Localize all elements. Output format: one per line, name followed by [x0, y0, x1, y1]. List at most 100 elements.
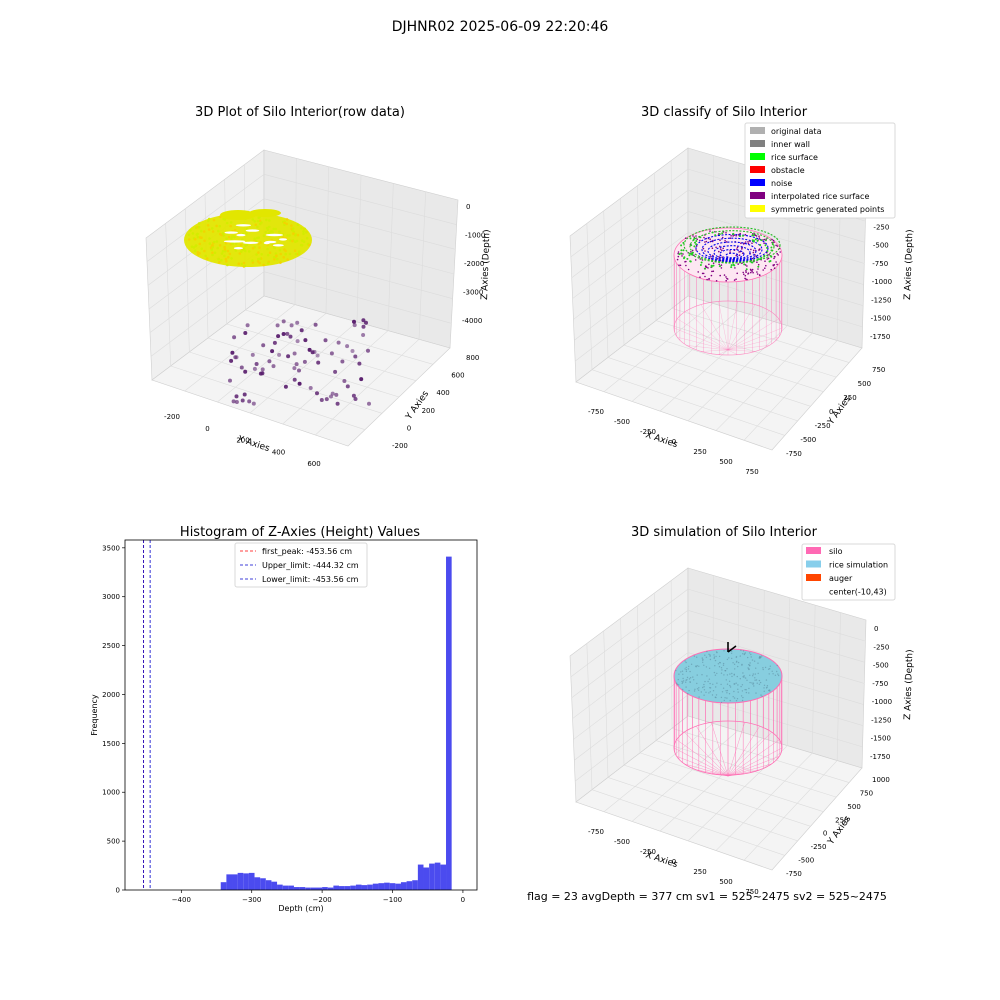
- classify-interp-point: [775, 244, 777, 247]
- classify-interp-point: [702, 272, 705, 275]
- simulation-grid: [603, 630, 609, 778]
- classify-rice-point: [721, 232, 724, 235]
- raw-3d-surface-point: [194, 244, 198, 247]
- raw-3d-y-ticks: -200 0 200 400 600 800: [392, 354, 479, 450]
- simulation-grid: [570, 588, 689, 678]
- classify-interp-point: [676, 258, 679, 261]
- simulation-rice-point: [715, 655, 717, 658]
- panel-histogram: Histogram of Z-Axies (Height) Values −40…: [90, 525, 478, 913]
- raw-3d-surface-point: [268, 219, 271, 222]
- simulation-rice-point: [701, 674, 703, 676]
- classify-interp-point: [741, 262, 743, 265]
- classify-interp-point: [759, 274, 761, 277]
- simulation-rice-point: [777, 674, 780, 677]
- histogram-bar: [327, 887, 334, 890]
- histogram-bar: [367, 884, 373, 890]
- raw-3d-surface-point: [256, 225, 259, 229]
- raw-3d-deep-point: [299, 328, 304, 333]
- simulation-rice-point: [737, 665, 739, 668]
- simulation-rice-point: [730, 652, 733, 654]
- raw-3d-deep-point: [288, 334, 293, 339]
- histogram-bar: [265, 880, 272, 890]
- classify-grid: [603, 210, 609, 358]
- classify-interp-point: [773, 267, 776, 270]
- simulation-rice-point: [732, 696, 734, 698]
- classify-surface-ring: [707, 241, 757, 261]
- histogram-bar: [237, 872, 244, 890]
- classify-interp-point: [779, 251, 781, 253]
- raw-3d-grid: [315, 339, 420, 436]
- simulation-x-tick: 250: [693, 868, 706, 876]
- raw-3d-surface-point: [196, 235, 200, 239]
- classify-interp-point: [766, 258, 769, 260]
- classify-interp-point: [677, 255, 680, 258]
- classify-interp-point: [738, 254, 741, 256]
- raw-3d-deep-point: [285, 331, 290, 336]
- classify-interp-point: [712, 270, 715, 273]
- raw-3d-deep-point: [275, 323, 280, 328]
- classify-interp-point: [746, 278, 748, 281]
- raw-3d-surface-point: [290, 224, 293, 227]
- simulation-rice-point: [696, 656, 698, 658]
- raw-3d-surface-point: [257, 242, 260, 246]
- simulation-rice-point: [755, 692, 757, 694]
- classify-grid: [687, 325, 788, 422]
- classify-rice-point: [700, 261, 703, 264]
- raw-3d-surface-point: [258, 257, 262, 261]
- classify-interp-point: [734, 267, 736, 269]
- raw-3d-deep-point: [281, 319, 286, 324]
- classify-surface-ring: [689, 230, 775, 263]
- simulation-grid: [603, 723, 714, 812]
- raw-3d-z-tick: -4000: [462, 317, 482, 325]
- raw-3d-surface-point: [282, 255, 286, 259]
- raw-3d-surface-bump: [220, 210, 256, 220]
- raw-3d-deep-point: [294, 362, 299, 367]
- classify-interp-point: [719, 248, 722, 250]
- simulation-rice-point: [756, 682, 758, 684]
- raw-3d-surface-gap: [279, 238, 287, 241]
- classify-surface-ring: [713, 245, 751, 260]
- simulation-rice-point: [720, 667, 723, 669]
- simulation-rice-point: [728, 693, 731, 695]
- simulation-rice-point: [748, 664, 750, 666]
- raw-3d-deep-point: [353, 397, 358, 401]
- panel-raw-3d-title: 3D Plot of Silo Interior(row data): [195, 105, 405, 120]
- simulation-rice-point: [768, 673, 770, 675]
- raw-3d-surface-point: [205, 257, 209, 260]
- simulation-rice-point: [766, 686, 768, 688]
- simulation-rice-point: [688, 689, 690, 692]
- classify-interp-point: [755, 235, 758, 237]
- simulation-rice-point: [696, 665, 698, 667]
- raw-3d-surface-point: [256, 219, 260, 223]
- raw-3d-deep-point: [319, 398, 324, 402]
- raw-3d-deep-point: [283, 384, 288, 389]
- classify-interp-point: [751, 270, 753, 273]
- histogram-legend: first_peak: -453.56 cm Upper_limit: -444.…: [234, 542, 368, 588]
- simulation-rice-point: [685, 686, 687, 688]
- simulation-rice-point: [685, 666, 687, 669]
- histogram-frame: [124, 539, 478, 891]
- raw-3d-deep-point: [239, 365, 244, 370]
- raw-3d-surface-point: [224, 257, 228, 261]
- classify-interp-point: [764, 260, 766, 263]
- classify-rice-point: [763, 254, 766, 257]
- simulation-rice-point: [742, 696, 744, 699]
- simulation-rice-point: [745, 691, 748, 694]
- simulation-rice-point: [741, 690, 744, 692]
- raw-3d-surface-point: [208, 237, 211, 240]
- classify-interp-point: [712, 262, 715, 265]
- simulation-rice-point: [714, 659, 717, 662]
- raw-3d-deep-point: [228, 378, 232, 383]
- simulation-rice-point: [717, 663, 720, 665]
- classify-rice-point: [760, 256, 763, 259]
- classify-grid: [573, 232, 689, 320]
- raw-3d-deep-point: [342, 379, 347, 383]
- raw-3d-surface-point: [196, 253, 200, 256]
- simulation-rice-point: [722, 664, 725, 666]
- raw-3d-surface-point: [223, 248, 227, 251]
- classify-rice-point: [712, 264, 715, 267]
- classify-interp-point: [777, 254, 779, 256]
- raw-3d-surface-point: [302, 230, 305, 233]
- simulation-rice-point: [748, 668, 750, 670]
